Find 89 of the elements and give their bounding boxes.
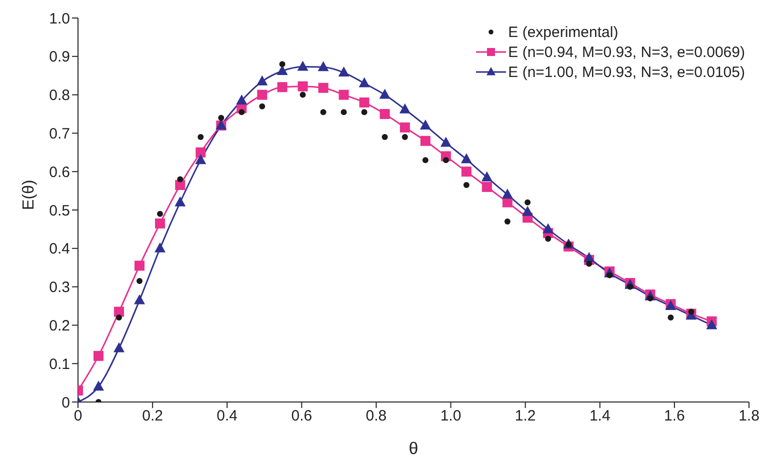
y-tick-label: 0.3 xyxy=(49,279,70,296)
point xyxy=(502,188,513,199)
x-tick-label: 0.8 xyxy=(366,408,387,425)
point xyxy=(256,75,268,86)
point xyxy=(584,252,595,262)
point xyxy=(420,120,431,130)
y-tick-label: 0.9 xyxy=(49,48,70,66)
point xyxy=(586,260,592,267)
point xyxy=(134,294,146,304)
point xyxy=(196,147,206,158)
point xyxy=(297,60,308,71)
legend-label: E (experimental) xyxy=(508,24,618,40)
point xyxy=(298,81,308,92)
point xyxy=(379,88,390,99)
point xyxy=(402,134,408,140)
y-tick-label: 0.2 xyxy=(49,318,70,335)
point xyxy=(482,182,492,192)
point xyxy=(157,210,164,217)
y-tick-label: 0.5 xyxy=(49,202,70,220)
y-tick-label: 0.6 xyxy=(49,164,70,181)
point xyxy=(524,199,531,206)
point xyxy=(504,218,510,225)
x-axis-title: θ xyxy=(408,439,418,458)
point xyxy=(300,92,306,98)
y-tick-label: 0.8 xyxy=(49,87,70,104)
point xyxy=(442,157,449,164)
point xyxy=(154,242,166,252)
point xyxy=(93,380,104,391)
point xyxy=(318,82,328,93)
x-tick-label: 1.0 xyxy=(440,408,462,425)
point xyxy=(195,154,206,164)
point xyxy=(400,122,410,132)
point xyxy=(461,166,472,177)
point xyxy=(422,157,428,164)
y-tick-label: 0.4 xyxy=(49,240,70,258)
point xyxy=(481,171,492,182)
point xyxy=(522,206,534,216)
point xyxy=(175,180,186,190)
point xyxy=(116,314,122,321)
point xyxy=(136,278,143,284)
point xyxy=(318,61,329,72)
x-tick-label: 0 xyxy=(74,408,82,425)
x-tick-label: 1.2 xyxy=(514,408,536,425)
x-tick-label: 0.4 xyxy=(216,408,238,425)
point xyxy=(218,114,224,121)
point xyxy=(277,82,288,92)
point xyxy=(545,236,552,242)
point xyxy=(236,94,248,105)
y-tick-label: 0.7 xyxy=(49,126,70,143)
point xyxy=(361,109,368,116)
point xyxy=(279,61,286,68)
point xyxy=(340,109,347,116)
point xyxy=(358,77,370,88)
y-tick-label: 0 xyxy=(62,394,70,412)
point xyxy=(460,153,472,164)
point xyxy=(114,342,125,352)
point xyxy=(134,260,145,271)
point xyxy=(198,134,204,140)
x-tick-label: 1.6 xyxy=(664,408,685,425)
x-tick-label: 1.4 xyxy=(589,408,610,425)
point xyxy=(177,176,184,182)
y-axis-title: E(θ) xyxy=(20,180,38,210)
point xyxy=(542,223,554,234)
point xyxy=(320,109,326,116)
point xyxy=(359,97,370,108)
point xyxy=(338,90,349,100)
x-tick-label: 1.8 xyxy=(738,408,760,425)
point xyxy=(382,134,388,140)
point xyxy=(174,196,186,206)
y-tick-label: 0.1 xyxy=(49,356,70,373)
legend-label: E (n=0.94, M=0.93, N=3, e=0.0069) xyxy=(508,44,745,60)
point xyxy=(257,90,268,100)
point xyxy=(502,197,512,208)
point xyxy=(440,136,452,147)
point xyxy=(463,182,470,188)
point xyxy=(238,109,245,116)
y-tick-label: 1.0 xyxy=(49,10,70,28)
point xyxy=(399,103,410,114)
point xyxy=(259,103,266,110)
point xyxy=(668,314,674,321)
point xyxy=(420,136,430,146)
legend-label: E (n=1.00, M=0.93, N=3, e=0.0105) xyxy=(508,64,745,80)
x-tick-label: 0.6 xyxy=(291,408,312,425)
point xyxy=(338,66,350,77)
x-tick-label: 0.2 xyxy=(142,408,163,425)
point xyxy=(155,218,166,228)
point xyxy=(94,350,104,361)
point xyxy=(380,109,390,119)
point xyxy=(706,319,718,330)
